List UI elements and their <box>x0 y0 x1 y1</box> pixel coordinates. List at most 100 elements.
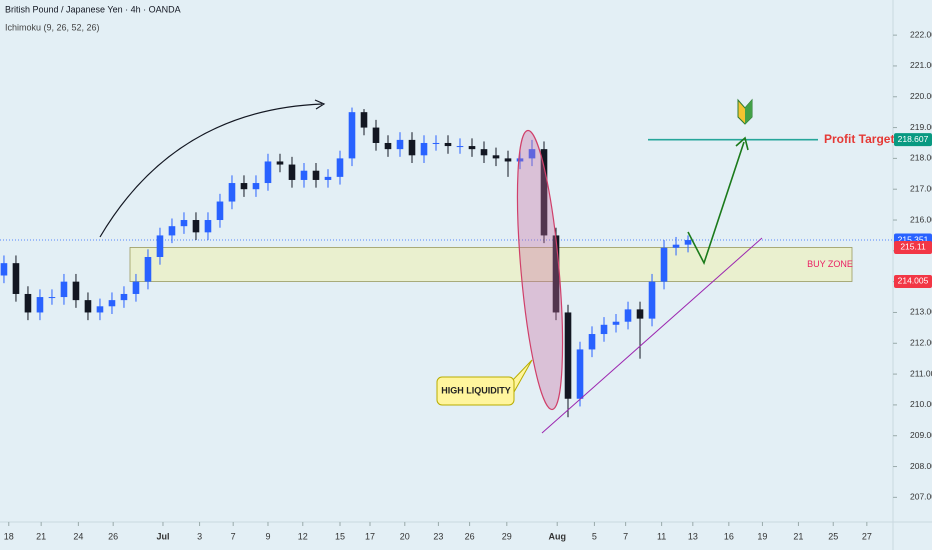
x-tick-label: Jul <box>156 531 169 541</box>
buy-zone <box>129 247 853 282</box>
candle-body <box>564 312 572 399</box>
buy-zone-label: BUY ZONE <box>807 259 853 269</box>
y-tick-label: 220.000 <box>910 91 932 101</box>
projection-arrow-head <box>735 136 749 151</box>
target-icon-half <box>745 100 752 124</box>
x-tick-label: 23 <box>433 531 443 541</box>
candle-body <box>300 170 308 180</box>
candle-body <box>540 149 548 236</box>
x-tick-label: 12 <box>298 531 308 541</box>
candle-body <box>384 142 392 150</box>
x-tick-label: 26 <box>465 531 475 541</box>
candle-body <box>36 297 44 313</box>
candle-body <box>48 297 56 299</box>
candle-body <box>396 139 404 150</box>
candle-body <box>552 235 560 313</box>
price-label: 214.005 <box>898 276 929 286</box>
indicator-label: Ichimoku (9, 26, 52, 26) <box>5 22 100 32</box>
candle-body <box>576 349 584 399</box>
x-tick-label: Aug <box>548 531 566 541</box>
candle-body <box>660 247 668 282</box>
x-tick-label: 24 <box>73 531 83 541</box>
x-tick-label: 5 <box>592 531 597 541</box>
x-tick-label: 26 <box>108 531 118 541</box>
price-label: 215.351 <box>898 234 929 244</box>
candle-body <box>324 176 332 180</box>
candle-body <box>168 226 176 236</box>
candle-body <box>600 324 608 335</box>
candle-body <box>192 220 200 233</box>
y-tick-label: 219.000 <box>910 122 932 132</box>
candle-layer <box>0 107 692 418</box>
candle-body <box>276 161 284 165</box>
y-tick-label: 209.000 <box>910 430 932 440</box>
candle-body <box>468 146 476 150</box>
x-tick-label: 7 <box>623 531 628 541</box>
candle-body <box>120 293 128 301</box>
arrow-head <box>314 99 326 110</box>
y-tick-label: 208.000 <box>910 461 932 471</box>
liquidity-ellipse <box>516 129 564 411</box>
x-tick-label: 3 <box>197 531 202 541</box>
y-tick-label: 211.000 <box>910 368 932 378</box>
candle-body <box>684 240 692 245</box>
x-tick-label: 21 <box>793 531 803 541</box>
projection-path <box>687 141 745 266</box>
callout-box <box>436 376 515 406</box>
chart-title: British Pound / Japanese Yen · 4h · OAND… <box>5 4 181 14</box>
candle-body <box>204 220 212 233</box>
candle-body <box>456 146 464 148</box>
candle-body <box>24 293 32 313</box>
candle-body <box>432 142 440 144</box>
y-tick-label: 217.000 <box>910 183 932 193</box>
candle-body <box>336 158 344 177</box>
candle-body <box>444 142 452 147</box>
candle-body <box>372 127 380 143</box>
candle-body <box>312 170 320 180</box>
candle-body <box>0 263 8 276</box>
candle-body <box>624 309 632 322</box>
curved-arrow <box>99 103 323 238</box>
candle-body <box>612 321 620 325</box>
candle-body <box>516 158 524 162</box>
candle-body <box>216 201 224 221</box>
candle-body <box>648 281 656 319</box>
x-tick-label: 7 <box>231 531 236 541</box>
candle-body <box>180 220 188 227</box>
x-tick-label: 19 <box>757 531 767 541</box>
x-tick-label: 27 <box>862 531 872 541</box>
candle-body <box>108 300 116 307</box>
candle-body <box>360 112 368 128</box>
profit-target-label: Profit Target <box>824 132 894 146</box>
candle-body <box>84 300 92 313</box>
candle-body <box>240 183 248 190</box>
candle-body <box>504 158 512 162</box>
candle-body <box>420 142 428 156</box>
x-tick-label: 18 <box>4 531 14 541</box>
y-tick-label: 216.000 <box>910 214 932 224</box>
price-label-box <box>894 240 932 254</box>
y-tick-label: 222.000 <box>910 29 932 39</box>
candle-body <box>96 306 104 313</box>
candle-body <box>480 149 488 156</box>
candle-body <box>288 164 296 180</box>
y-tick-label: 212.000 <box>910 338 932 348</box>
candle-body <box>132 281 140 294</box>
y-tick-label: 213.000 <box>910 307 932 317</box>
price-label: 215.11 <box>900 242 926 252</box>
price-label-box <box>894 133 932 147</box>
candle-body <box>348 112 356 159</box>
candle-body <box>72 281 80 301</box>
x-tick-label: 21 <box>36 531 46 541</box>
candle-body <box>636 309 644 319</box>
candle-body <box>60 281 68 298</box>
x-tick-label: 15 <box>335 531 345 541</box>
x-tick-label: 17 <box>365 531 375 541</box>
price-label-box <box>894 274 932 288</box>
zone-layer: BUY ZONE Profit Target <box>0 132 894 282</box>
x-tick-label: 20 <box>400 531 410 541</box>
candle-body <box>228 183 236 202</box>
candle-body <box>156 235 164 257</box>
